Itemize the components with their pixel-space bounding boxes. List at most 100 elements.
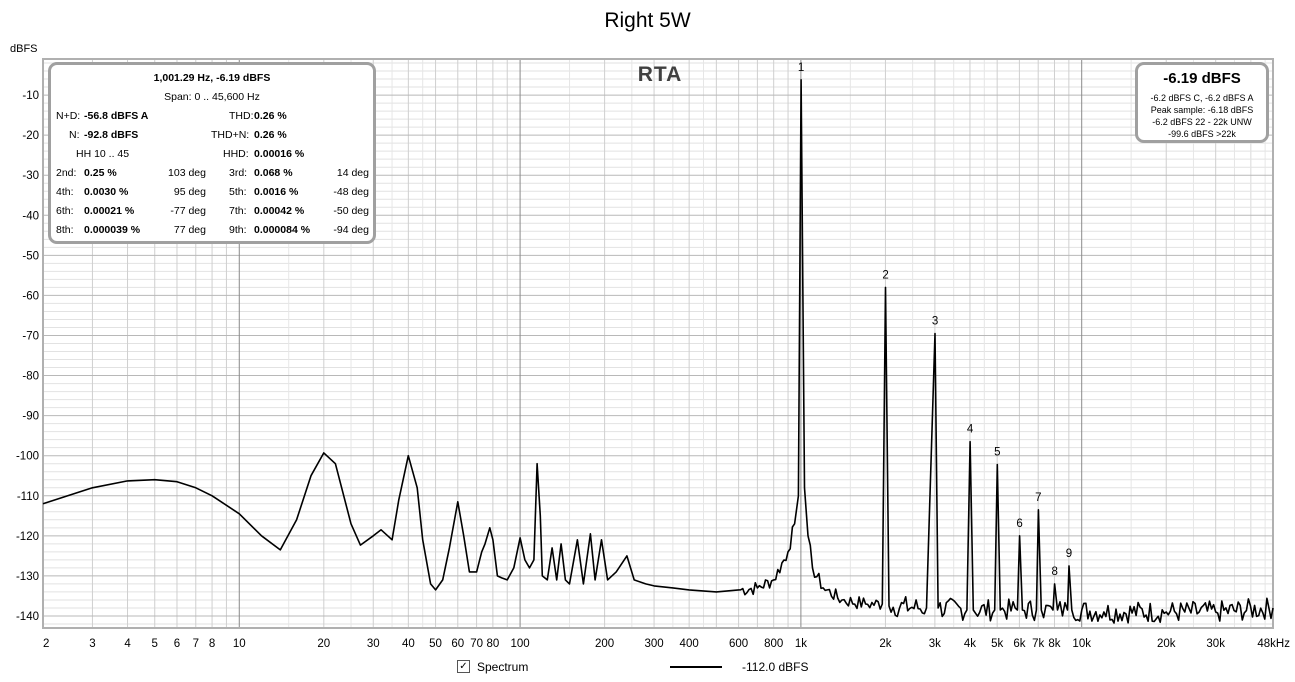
y-tick-label: -10 <box>22 90 39 102</box>
y-tick-label: -60 <box>22 290 39 302</box>
x-tick-label: 3k <box>929 638 941 650</box>
level-info-panel[interactable]: -6.19 dBFS -6.2 dBFS C, -6.2 dBFS A Peak… <box>1135 62 1269 143</box>
rta-label: RTA <box>637 63 683 86</box>
x-tick-label: 4 <box>124 638 131 650</box>
x-tick-label: 20 <box>317 638 330 650</box>
harmonic-value: 0.00021 % <box>84 205 135 217</box>
harmonic-label: 4th: <box>56 186 74 198</box>
x-tick-label: 4k <box>964 638 976 650</box>
x-tick-label: 6 <box>174 638 180 650</box>
x-tick-label: 1k <box>795 638 807 650</box>
y-axis-label: dBFS <box>10 43 38 55</box>
harmonic-marker-label: 5 <box>994 447 1000 459</box>
harmonic-marker-label: 1 <box>798 62 804 74</box>
level-line: -6.2 dBFS 22 - 22k UNW <box>1152 117 1252 127</box>
x-tick-label: 8k <box>1048 638 1060 650</box>
x-tick-labels: 2 3 4 5 6 7 8 10 20 30 40 50 60 70 80 100 200 300 400 600 80… <box>43 638 1290 650</box>
span-readout: Span: 0 .. 45,600 Hz <box>164 91 260 103</box>
legend-level-label: -112.0 dBFS <box>742 660 809 674</box>
harmonic-phase: 95 deg <box>173 186 206 198</box>
harmonic-value: 0.068 % <box>254 167 293 179</box>
y-tick-label: -40 <box>22 210 39 222</box>
harmonic-value: 0.000084 % <box>254 224 311 236</box>
hhd-value: 0.00016 % <box>254 148 305 160</box>
x-tick-label: 30 <box>367 638 380 650</box>
harmonic-marker-label: 8 <box>1051 566 1057 578</box>
x-tick-label: 300 <box>644 638 663 650</box>
x-tick-label: 20k <box>1157 638 1176 650</box>
harmonic-marker-label: 9 <box>1066 548 1072 560</box>
x-tick-label: 2k <box>879 638 891 650</box>
x-tick-label: 5k <box>991 638 1003 650</box>
x-tick-label: 70 <box>470 638 483 650</box>
thd-label: THD: <box>229 110 254 122</box>
harmonic-value: 0.25 % <box>84 167 117 179</box>
harmonic-label: 9th: <box>229 224 247 236</box>
harmonic-phase: -94 deg <box>333 224 369 236</box>
legend: ✓ Spectrum -112.0 dBFS <box>0 658 1295 678</box>
harmonic-phase: -77 deg <box>170 205 206 217</box>
harmonic-phase: -50 deg <box>333 205 369 217</box>
x-tick-label: 60 <box>451 638 464 650</box>
harmonic-phase: 14 deg <box>336 167 369 179</box>
x-tick-label: 7 <box>193 638 199 650</box>
x-tick-label: 6k <box>1013 638 1025 650</box>
hhd-label: HHD: <box>223 148 249 160</box>
x-tick-label: 5 <box>152 638 158 650</box>
distortion-info-panel[interactable]: 1,001.29 Hz, -6.19 dBFS Span: 0 .. 45,60… <box>48 62 376 244</box>
harmonic-marker-label: 3 <box>932 315 938 327</box>
thdn-label: THD+N: <box>211 129 250 141</box>
x-tick-label: 80 <box>486 638 499 650</box>
y-tick-label: -90 <box>22 411 39 423</box>
x-tick-label: 50 <box>429 638 442 650</box>
x-tick-label: 30k <box>1206 638 1225 650</box>
harmonic-phase: 77 deg <box>173 224 206 236</box>
level-readout: -6.19 dBFS <box>1163 70 1241 87</box>
harmonic-marker-label: 7 <box>1035 492 1041 504</box>
harmonic-value: 0.000039 % <box>84 224 141 236</box>
spectrum-checkbox[interactable]: ✓ <box>457 660 470 673</box>
nd-value: -56.8 dBFS A <box>84 110 149 122</box>
harmonic-label: 3rd: <box>229 167 248 179</box>
y-tick-label: -100 <box>16 451 39 463</box>
y-tick-label: -50 <box>22 250 39 262</box>
thdn-value: 0.26 % <box>254 129 287 141</box>
harmonic-phase: -48 deg <box>333 186 369 198</box>
harmonic-label: 8th: <box>56 224 74 236</box>
y-tick-label: -140 <box>16 611 39 623</box>
spectrum-legend-label[interactable]: Spectrum <box>477 660 529 674</box>
thd-value: 0.26 % <box>254 110 287 122</box>
harmonic-value: 0.0030 % <box>84 186 129 198</box>
x-tick-label: 400 <box>680 638 699 650</box>
n-value: -92.8 dBFS <box>84 129 139 141</box>
plot-frame <box>42 58 1274 629</box>
level-line: -99.6 dBFS >22k <box>1168 129 1236 139</box>
x-tick-label: 48kHz <box>1257 638 1290 650</box>
level-line: -6.2 dBFS C, -6.2 dBFS A <box>1150 93 1254 103</box>
harmonic-marker-label: 2 <box>882 269 888 281</box>
harmonic-value: 0.00042 % <box>254 205 305 217</box>
level-line: Peak sample: -6.18 dBFS <box>1150 105 1254 115</box>
x-tick-label: 800 <box>764 638 783 650</box>
spectrum-trace <box>42 79 1274 624</box>
harmonic-label: 5th: <box>229 186 247 198</box>
y-tick-label: -80 <box>22 371 39 383</box>
harmonic-marker-label: 4 <box>967 424 974 436</box>
y-tick-label: -130 <box>16 571 39 583</box>
y-tick-label: -20 <box>22 130 39 142</box>
y-tick-label: -70 <box>22 330 39 342</box>
x-tick-label: 2 <box>43 638 49 650</box>
n-label: N: <box>69 129 80 141</box>
peak-readout: 1,001.29 Hz, -6.19 dBFS <box>153 72 271 84</box>
harmonic-label: 7th: <box>229 205 247 217</box>
harmonic-phase: 103 deg <box>168 167 206 179</box>
harmonic-value: 0.0016 % <box>254 186 299 198</box>
x-tick-label: 40 <box>402 638 415 650</box>
nd-label: N+D: <box>56 110 81 122</box>
harmonic-annotations: 1 2 3 4 5 6 7 89 <box>798 62 1072 578</box>
harmonic-marker-label: 6 <box>1016 518 1022 530</box>
x-tick-label: 600 <box>729 638 748 650</box>
y-tick-label: -120 <box>16 531 39 543</box>
x-tick-label: 10 <box>233 638 246 650</box>
